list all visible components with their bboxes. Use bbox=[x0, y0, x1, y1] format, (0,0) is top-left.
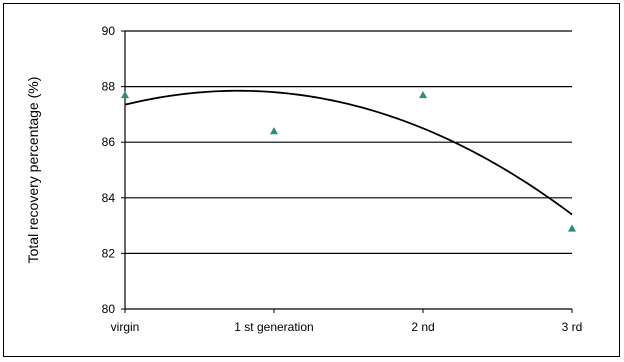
x-tick-label: 3 rd bbox=[562, 320, 583, 334]
x-tick-label: 2 nd bbox=[411, 320, 434, 334]
trendline-layer bbox=[124, 89, 573, 216]
x-tick-label: virgin bbox=[111, 320, 140, 334]
y-tick-label: 82 bbox=[102, 246, 116, 260]
y-tick-labels: 80 82 84 86 88 90 bbox=[102, 24, 116, 316]
y-tick-label: 86 bbox=[102, 135, 116, 149]
axes bbox=[121, 30, 573, 313]
y-tick-label: 90 bbox=[102, 24, 116, 38]
y-tick-label: 84 bbox=[102, 191, 116, 205]
trendline bbox=[124, 89, 573, 216]
gridlines bbox=[125, 30, 572, 254]
data-point bbox=[419, 90, 427, 99]
data-point bbox=[121, 90, 129, 99]
data-point bbox=[270, 127, 278, 135]
data-point bbox=[568, 224, 576, 232]
y-axis-title: Total recovery percentage (%) bbox=[25, 77, 41, 264]
data-points bbox=[121, 90, 576, 232]
x-tick-labels: virgin 1 st generation 2 nd 3 rd bbox=[111, 320, 583, 334]
x-tick-label: 1 st generation bbox=[234, 320, 313, 334]
y-tick-label: 80 bbox=[102, 302, 116, 316]
y-tick-label: 88 bbox=[102, 80, 116, 94]
chart-frame bbox=[3, 3, 620, 357]
